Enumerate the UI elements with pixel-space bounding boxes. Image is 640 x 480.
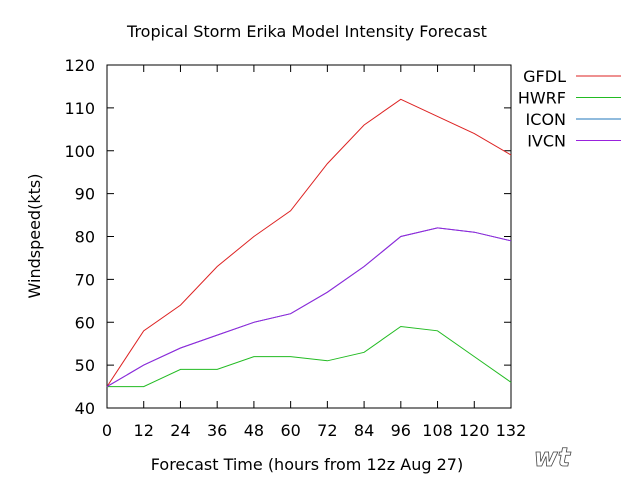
legend: GFDL HWRF ICON IVCN	[518, 67, 621, 151]
x-tick-label: 12	[134, 421, 154, 440]
y-tick-label: 90	[75, 185, 95, 204]
y-tick-label: 120	[64, 56, 95, 75]
x-tick-label: 60	[280, 421, 300, 440]
series-line-icon	[106, 227, 512, 388]
x-tick-label: 96	[391, 421, 411, 440]
x-tick-label: 132	[496, 421, 527, 440]
y-tick-label: 100	[64, 142, 95, 161]
legend-label-gfdl: GFDL	[523, 67, 566, 86]
y-tick-label: 50	[75, 356, 95, 375]
x-axis: 0 12 24 36 48 60 72 84 96 108 120 132	[102, 65, 526, 440]
x-tick-label: 84	[354, 421, 374, 440]
x-tick-label: 0	[102, 421, 112, 440]
x-axis-label: Forecast Time (hours from 12z Aug 27)	[151, 455, 463, 474]
series-line-hwrf	[107, 325, 512, 388]
x-tick-label: 24	[170, 421, 190, 440]
chart-title: Tropical Storm Erika Model Intensity For…	[126, 22, 487, 41]
legend-label-hwrf: HWRF	[518, 89, 566, 108]
y-tick-label: 40	[75, 399, 95, 418]
y-axis-label: Windspeed(kts)	[25, 174, 44, 299]
legend-label-icon: ICON	[526, 110, 566, 129]
plot-frame	[106, 64, 512, 409]
x-tick-label: 72	[317, 421, 337, 440]
watermark-logo: wt	[534, 443, 572, 473]
y-tick-label: 80	[75, 228, 95, 247]
y-tick-label: 110	[64, 99, 95, 118]
series-line-gfdl	[106, 98, 512, 387]
x-tick-label: 120	[459, 421, 490, 440]
legend-label-ivcn: IVCN	[527, 132, 566, 151]
x-tick-label: 36	[207, 421, 227, 440]
x-tick-label: 108	[422, 421, 453, 440]
y-axis: 40 50 60 70 80 90 100 110 120	[64, 56, 511, 418]
series-lines	[106, 98, 512, 388]
y-tick-label: 70	[75, 270, 95, 289]
series-line-ivcn	[106, 227, 512, 388]
x-tick-label: 48	[244, 421, 264, 440]
y-tick-label: 60	[75, 313, 95, 332]
